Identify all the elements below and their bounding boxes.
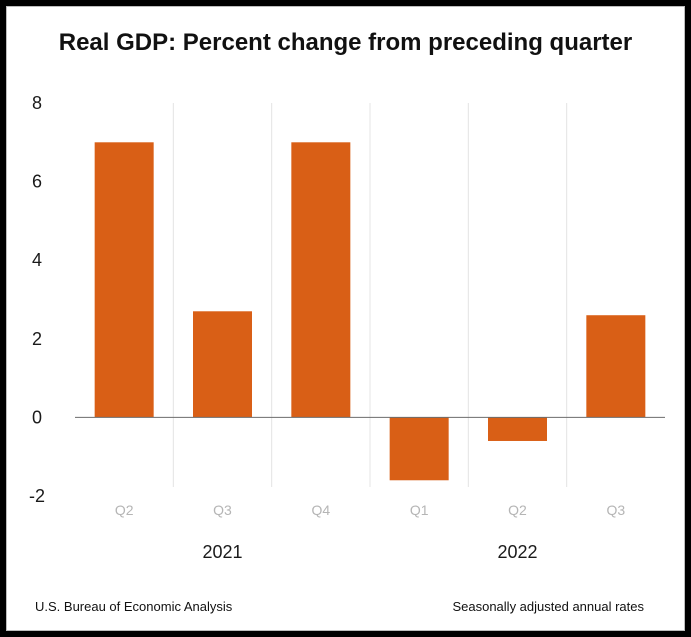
rate-note: Seasonally adjusted annual rates	[452, 599, 644, 614]
y-tick-label: 6	[32, 172, 42, 192]
x-tick-label: Q2	[508, 502, 527, 518]
y-axis-ticks: 8 6 4 2 0 -2	[29, 93, 45, 506]
x-tick-label: Q3	[606, 502, 625, 518]
y-tick-label: 0	[32, 407, 42, 427]
chart-title: Real GDP: Percent change from preceding …	[58, 29, 633, 56]
x-tick-label: Q4	[311, 502, 330, 518]
bar-chart: 8 6 4 2 0 -2 Q2 Q3 Q4 Q1 Q2 Q3 2021 2022	[29, 93, 665, 562]
bar	[291, 142, 351, 418]
y-tick-label: -2	[29, 486, 45, 506]
x-tick-label: Q3	[213, 502, 232, 518]
bar	[193, 311, 252, 418]
y-tick-label: 8	[32, 93, 42, 113]
bar	[488, 417, 547, 441]
x-group-label: 2021	[202, 542, 242, 562]
y-tick-label: 2	[32, 329, 42, 349]
x-axis-groups: 2021 2022	[202, 542, 537, 562]
x-tick-label: Q1	[410, 502, 429, 518]
bars	[94, 142, 646, 481]
source-note: U.S. Bureau of Economic Analysis	[35, 599, 233, 614]
y-tick-label: 4	[32, 250, 42, 270]
x-axis-categories: Q2 Q3 Q4 Q1 Q2 Q3	[115, 502, 626, 518]
gridlines	[172, 103, 568, 487]
chart-card: Real GDP: Percent change from preceding …	[6, 6, 685, 631]
x-group-label: 2022	[497, 542, 537, 562]
bar	[586, 315, 646, 418]
x-tick-label: Q2	[115, 502, 134, 518]
bar	[94, 142, 154, 418]
bar	[389, 417, 449, 481]
